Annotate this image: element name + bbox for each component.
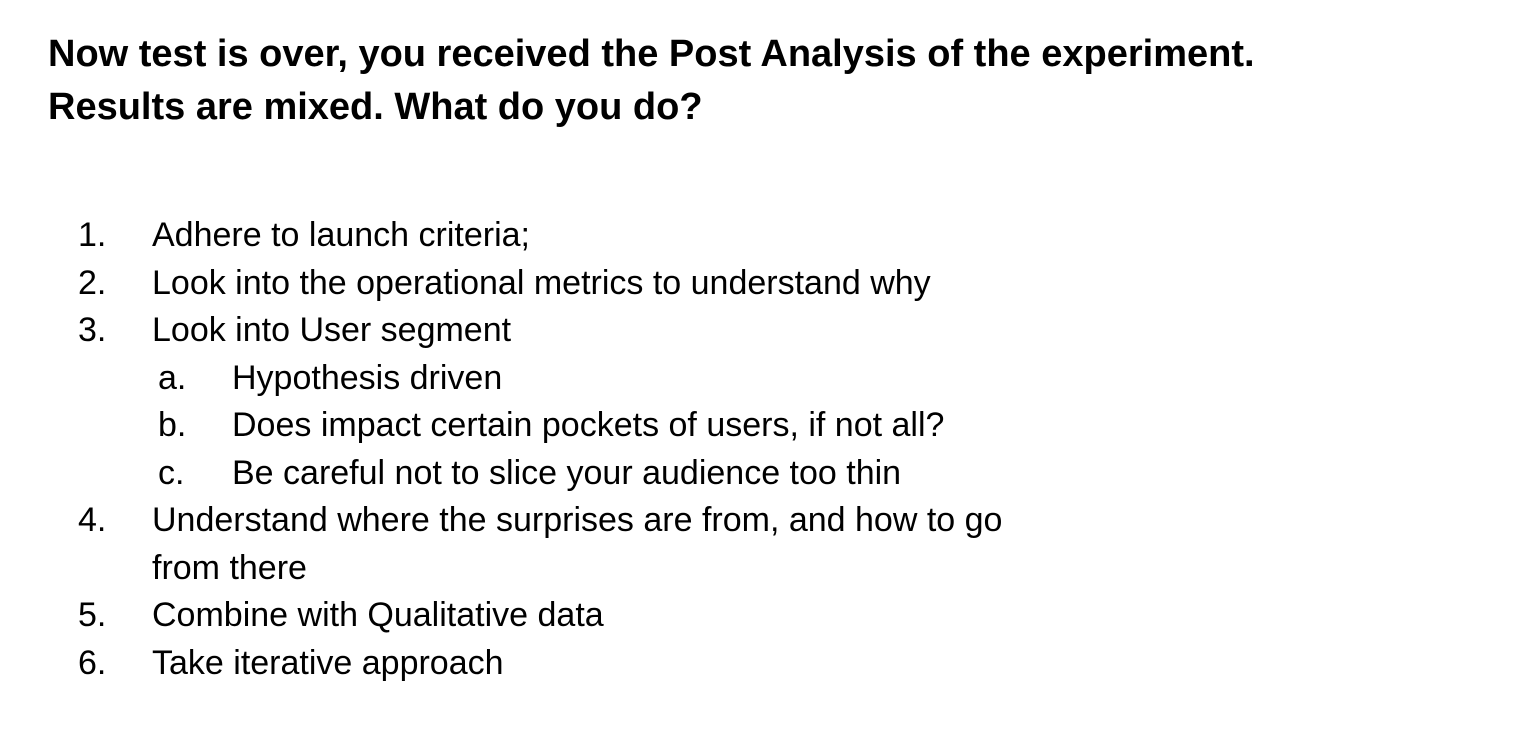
sub-list-marker-b: b.	[158, 406, 187, 444]
answer-list: 1. Adhere to launch criteria; 2. Look in…	[0, 212, 1536, 687]
list-item-4-text-line-1: Understand where the surprises are from,…	[152, 501, 1003, 539]
sub-list-item-c-text: Be careful not to slice your audience to…	[232, 453, 902, 492]
sub-list-item-a-text: Hypothesis driven	[232, 358, 503, 397]
sub-list-item-a: a. Hypothesis driven	[0, 355, 1536, 403]
list-item-4: 4. Understand where the surprises are fr…	[0, 497, 1536, 592]
list-item-6-text: Take iterative approach	[152, 643, 504, 682]
list-item-4-text: Understand where the surprises are from,…	[152, 497, 1002, 592]
slide-title: Now test is over, you received the Post …	[48, 28, 1488, 134]
sub-list-item-c: c. Be careful not to slice your audience…	[0, 450, 1536, 498]
list-item-4-text-line-2: from there	[152, 548, 307, 587]
list-marker-3: 3.	[78, 311, 107, 349]
slide-title-line-1: Now test is over, you received the Post …	[48, 33, 1255, 75]
list-item-3: 3. Look into User segment	[0, 307, 1536, 355]
list-marker-1: 1.	[78, 216, 107, 254]
list-item-2-text: Look into the operational metrics to und…	[152, 263, 931, 302]
list-item-3-text: Look into User segment	[152, 311, 512, 349]
list-item-5-text: Combine with Qualitative data	[152, 596, 604, 634]
list-item-1: 1. Adhere to launch criteria;	[0, 212, 1536, 260]
sub-list-marker-a: a.	[158, 358, 187, 397]
sub-list-item-b: b. Does impact certain pockets of users,…	[0, 402, 1536, 450]
sub-list-marker-c: c.	[158, 453, 185, 492]
list-item-5: 5. Combine with Qualitative data	[0, 592, 1536, 640]
list-marker-2: 2.	[78, 263, 107, 302]
list-item-6: 6. Take iterative approach	[0, 640, 1536, 688]
list-item-2: 2. Look into the operational metrics to …	[0, 260, 1536, 308]
slide-title-line-2: Results are mixed. What do you do?	[48, 86, 703, 128]
list-marker-4: 4.	[78, 501, 107, 539]
list-item-1-text: Adhere to launch criteria;	[152, 216, 530, 254]
sub-list-item-b-text: Does impact certain pockets of users, if…	[232, 406, 945, 444]
list-marker-5: 5.	[78, 596, 107, 634]
list-marker-6: 6.	[78, 643, 107, 682]
